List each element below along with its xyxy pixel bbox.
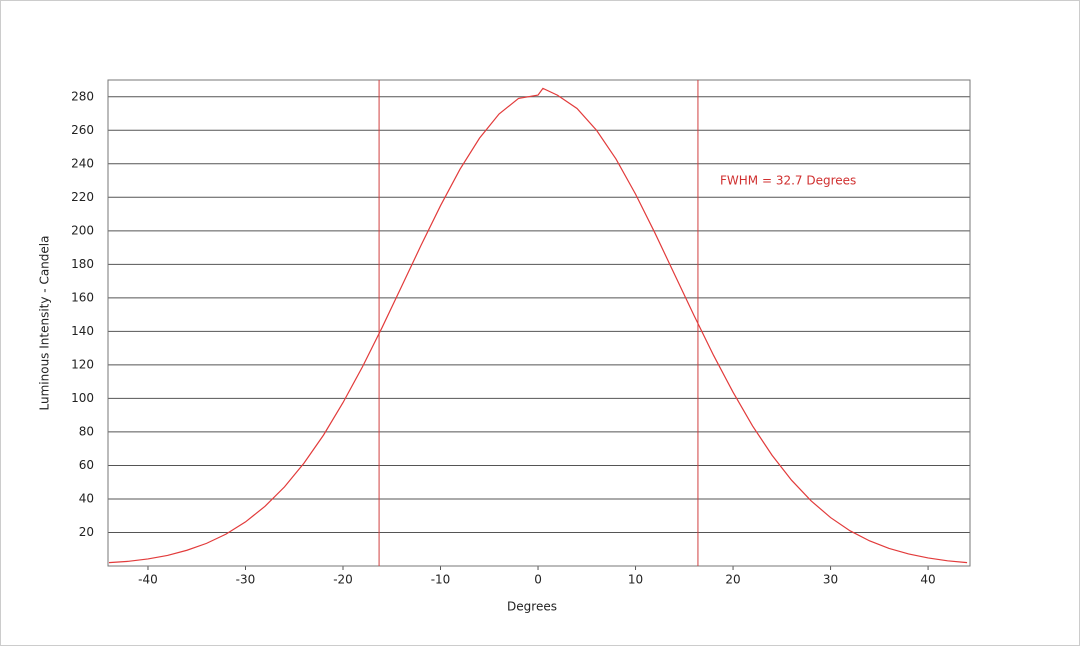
x-tick-label: 20 <box>725 573 740 587</box>
y-tick-label: 120 <box>71 357 94 371</box>
y-tick-label: 80 <box>79 424 94 438</box>
y-tick-label: 100 <box>71 391 94 405</box>
x-axis-label: Degrees <box>507 600 557 614</box>
data-line <box>108 87 968 564</box>
y-tick-label: 160 <box>71 290 94 304</box>
y-tick-label: 140 <box>71 324 94 338</box>
y-tick-label: 180 <box>71 257 94 271</box>
x-tick-label: 30 <box>823 573 838 587</box>
x-tick-label: 0 <box>534 573 542 587</box>
y-tick-label: 40 <box>79 491 94 505</box>
x-tick-label: -40 <box>138 573 158 587</box>
x-tick-label: -20 <box>333 573 353 587</box>
y-tick-label: 220 <box>71 190 94 204</box>
y-tick-label: 280 <box>71 89 94 103</box>
y-tick-label: 20 <box>79 525 94 539</box>
y-tick-label: 260 <box>71 123 94 137</box>
x-tick-label: 10 <box>628 573 643 587</box>
y-axis-label: Luminous Intensity - Candela <box>38 236 52 411</box>
y-tick-label: 200 <box>71 223 94 237</box>
plot-frame <box>107 79 971 567</box>
y-tick-label: 60 <box>79 458 94 472</box>
y-tick-label: 240 <box>71 156 94 170</box>
x-tick-label: -10 <box>431 573 451 587</box>
x-tick-label: 40 <box>920 573 935 587</box>
annotation: FWHM = 32.7 Degrees <box>720 174 856 188</box>
x-tick-label: -30 <box>236 573 256 587</box>
